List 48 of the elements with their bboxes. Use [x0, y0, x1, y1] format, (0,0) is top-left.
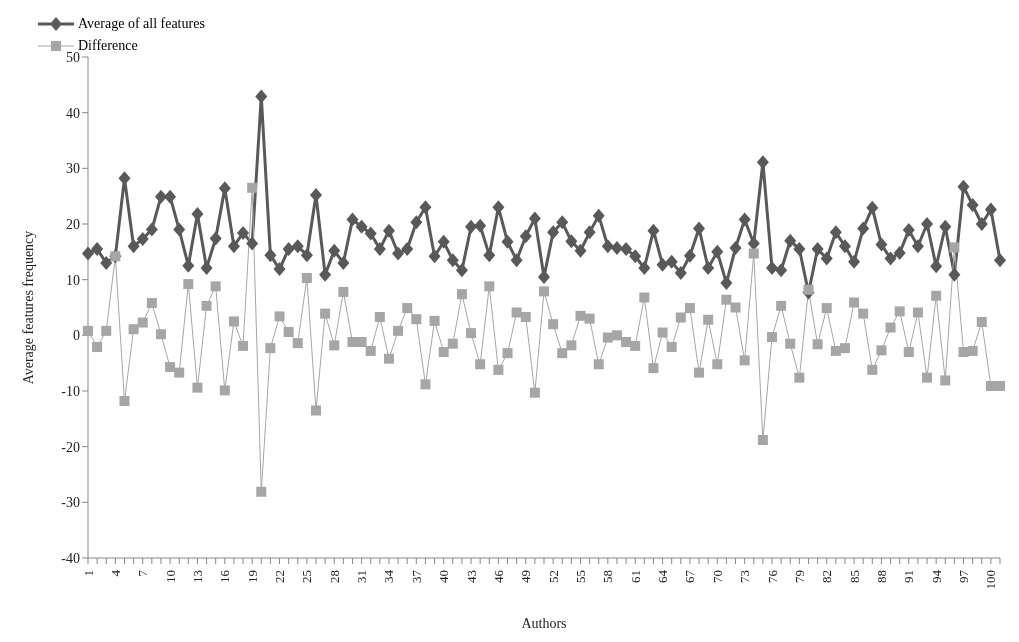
x-tick-label: 73 — [737, 570, 753, 583]
x-tick-label: 58 — [600, 570, 616, 583]
x-tick-label: 82 — [819, 570, 835, 583]
x-tick-label: 31 — [354, 570, 370, 583]
x-tick-label: 28 — [326, 570, 342, 583]
x-tick-label: 70 — [709, 570, 725, 583]
x-tick-label: 91 — [901, 570, 917, 583]
x-tick-label: 7 — [135, 569, 151, 577]
y-axis-title: Average features frequency — [20, 230, 36, 385]
x-tick-label: 67 — [682, 569, 698, 583]
x-tick-label: 19 — [244, 570, 260, 583]
x-tick-label: 46 — [490, 569, 506, 583]
x-tick-label: 88 — [873, 570, 889, 583]
y-tick-label: 50 — [66, 49, 80, 65]
legend-label: Difference — [78, 38, 138, 53]
x-tick-label: 10 — [162, 570, 178, 583]
x-tick-label: 94 — [928, 569, 944, 583]
x-tick-label: 64 — [655, 569, 671, 583]
x-tick-label: 40 — [436, 570, 452, 583]
x-tick-label: 100 — [983, 570, 999, 590]
x-tick-label: 97 — [956, 569, 972, 583]
x-axis-title: Authors — [521, 616, 567, 631]
x-tick-label: 1 — [80, 570, 96, 577]
x-tick-label: 55 — [572, 570, 588, 583]
x-tick-label: 79 — [791, 570, 807, 583]
y-tick-label: -10 — [61, 383, 80, 399]
x-tick-label: 49 — [518, 570, 534, 583]
x-tick-label: 13 — [189, 570, 205, 583]
x-tick-label: 76 — [764, 569, 780, 583]
y-tick-label: 40 — [66, 105, 80, 121]
y-tick-label: 10 — [66, 272, 80, 288]
y-tick-label: -40 — [61, 550, 80, 566]
x-tick-label: 61 — [627, 570, 643, 583]
y-tick-label: 0 — [73, 328, 80, 344]
x-tick-label: 52 — [545, 570, 561, 583]
x-tick-label: 25 — [299, 570, 315, 583]
y-tick-label: 30 — [66, 161, 80, 177]
y-tick-label: -30 — [61, 495, 80, 511]
x-tick-label: 4 — [107, 569, 123, 577]
x-tick-label: 37 — [408, 569, 424, 583]
x-tick-label: 16 — [217, 569, 233, 583]
x-tick-label: 85 — [846, 570, 862, 583]
x-tick-label: 43 — [463, 570, 479, 583]
legend-label: Average of all features — [78, 16, 205, 32]
y-tick-label: -20 — [61, 439, 80, 455]
x-tick-label: 34 — [381, 569, 397, 583]
x-tick-label: 22 — [272, 570, 288, 583]
y-tick-label: 20 — [66, 216, 80, 232]
